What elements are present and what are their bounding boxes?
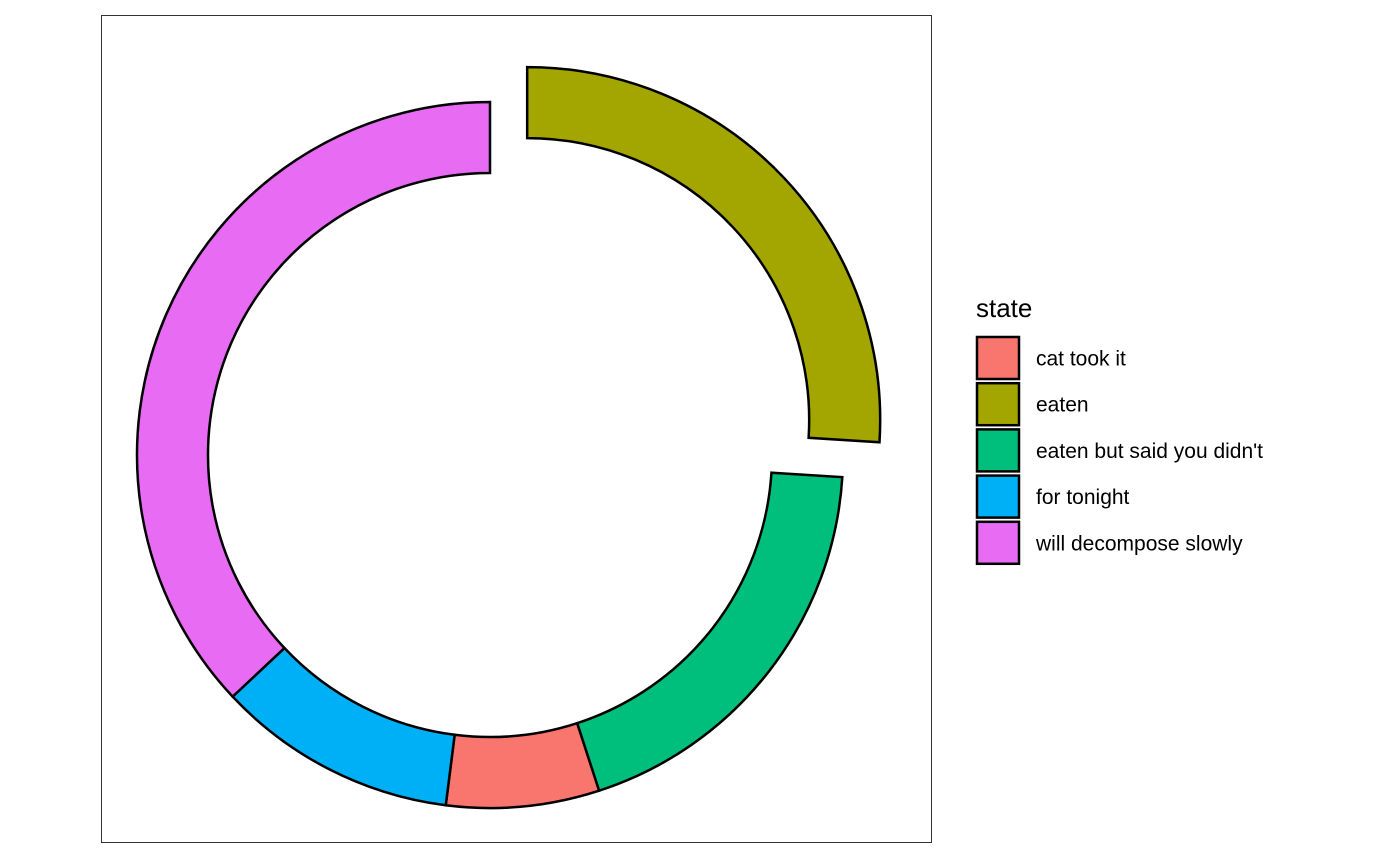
legend-label-eaten-but-said-you-didn-t: eaten but said you didn't (1036, 440, 1263, 463)
legend-label-for-tonight: for tonight (1036, 486, 1130, 509)
slice-cat-took-it (446, 723, 599, 808)
legend-label-will-decompose-slowly: will decompose slowly (1035, 532, 1243, 555)
legend-label-eaten: eaten (1036, 394, 1089, 417)
legend-key-will-decompose-slowly (977, 522, 1019, 564)
legend-key-eaten-but-said-you-didn-t (977, 429, 1019, 471)
panel-border (102, 16, 932, 843)
legend-key-for-tonight (977, 476, 1019, 518)
legend-key-eaten (977, 383, 1019, 425)
legend-label-cat-took-it: cat took it (1036, 348, 1126, 371)
legend: state cat took it eaten eaten but said you… (976, 293, 1263, 564)
legend-title: state (976, 293, 1032, 323)
legend-items: cat took it eaten eaten but said you didn'… (977, 337, 1263, 564)
legend-key-cat-took-it (977, 337, 1019, 379)
